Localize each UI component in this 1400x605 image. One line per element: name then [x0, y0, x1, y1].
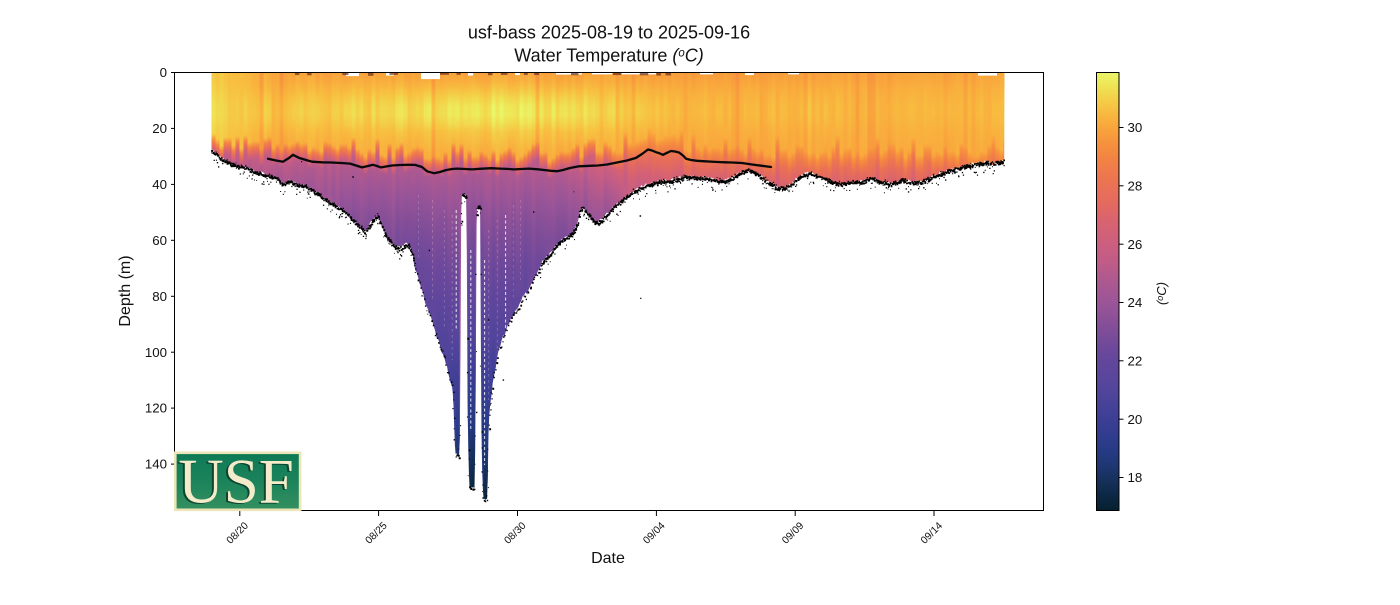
svg-text:24: 24 — [1128, 295, 1143, 310]
svg-text:30: 30 — [1128, 120, 1143, 135]
svg-text:18: 18 — [1128, 470, 1143, 485]
svg-text:0: 0 — [160, 65, 167, 80]
svg-text:28: 28 — [1128, 178, 1143, 193]
svg-text:120: 120 — [145, 401, 167, 416]
svg-text:Water Temperature (oC): Water Temperature (oC) — [514, 46, 703, 66]
svg-text:usf-bass 2025-08-19 to 2025-09: usf-bass 2025-08-19 to 2025-09-16 — [468, 23, 750, 43]
svg-text:26: 26 — [1128, 237, 1143, 252]
svg-text:Date: Date — [591, 550, 625, 567]
svg-text:20: 20 — [152, 121, 167, 136]
svg-text:60: 60 — [152, 233, 167, 248]
svg-text:USF: USF — [176, 448, 292, 518]
svg-text:40: 40 — [152, 177, 167, 192]
svg-text:80: 80 — [152, 289, 167, 304]
svg-text:100: 100 — [145, 345, 167, 360]
svg-text:140: 140 — [145, 457, 167, 472]
svg-text:USF: USF — [178, 447, 294, 517]
svg-text:Depth (m): Depth (m) — [117, 255, 134, 326]
svg-text:20: 20 — [1128, 412, 1143, 427]
svg-text:22: 22 — [1128, 353, 1143, 368]
svg-text:(oC): (oC) — [1154, 282, 1169, 305]
